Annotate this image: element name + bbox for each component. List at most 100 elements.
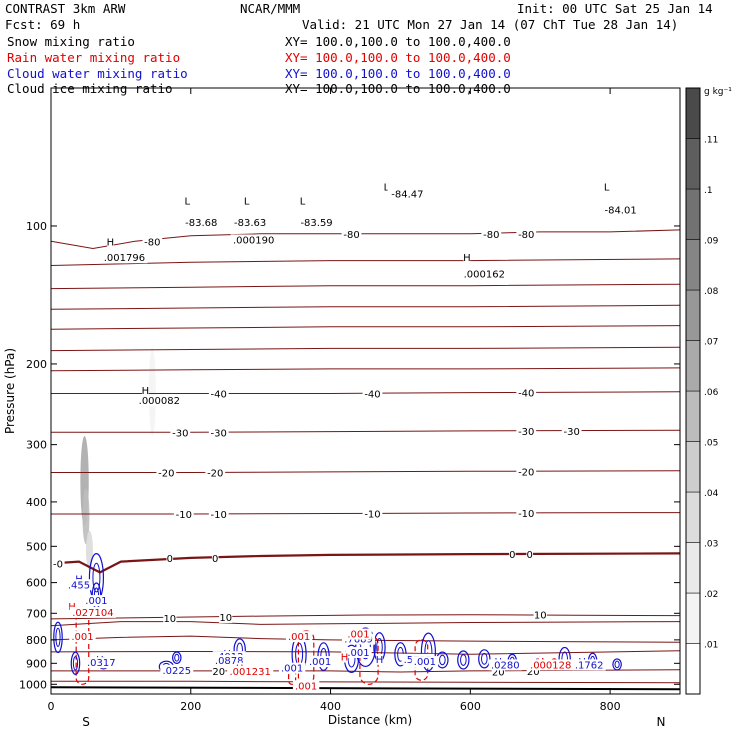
temperature-contour: [50, 283, 681, 290]
colorbar-label: .1: [704, 186, 713, 196]
temperature-contour-label: -10: [364, 510, 380, 521]
temperature-contour-label: -30: [172, 428, 188, 439]
rain-label-bg: [345, 628, 372, 640]
cloud-water-label: .0878: [215, 656, 244, 667]
colorbar-label: .04: [704, 489, 719, 499]
cloud-water-contour-inner: [174, 653, 180, 662]
cloud-water-label-bg: [345, 646, 372, 658]
extremum-label-bg: [461, 268, 508, 280]
extremum-label: .000190: [233, 235, 274, 246]
temperature-contour-label-bg: [212, 665, 226, 677]
colorbar-segment: [685, 643, 701, 695]
extremum-label-bg: [183, 195, 191, 207]
colorbar-segment: [685, 390, 701, 442]
cloud-water-contour-inner: [439, 654, 446, 666]
temperature-contour-label-bg: [526, 549, 534, 561]
cloud-water-contour-inner: [92, 562, 101, 593]
x-tick-label: 400: [320, 700, 341, 713]
temperature-contour-label-bg: [208, 388, 229, 400]
cloud-water-label: .001: [85, 596, 107, 607]
temperature-contour-label: -40: [364, 389, 380, 400]
cloud-water-label: .455: [68, 580, 90, 591]
rain-label: .001: [347, 630, 369, 641]
temperature-contour-label: 0: [167, 554, 173, 565]
temperature-contour-label: -20: [207, 468, 223, 479]
colorbar-label: .09: [704, 237, 719, 247]
cloud-water-contour: [53, 621, 63, 654]
cloud-water-contour: [436, 651, 449, 669]
temperature-contour-label-bg: [508, 549, 516, 561]
colorbar-frame: [685, 87, 701, 695]
cloud-water-label-bg: [376, 653, 383, 665]
field-name-snow: Snow mixing ratio: [7, 34, 135, 49]
y-tick-label: 900: [26, 657, 47, 670]
extremum-label-bg: [107, 236, 114, 248]
temperature-contour-label-bg: [516, 387, 537, 399]
snow-shading: [85, 530, 93, 570]
cloud-water-label: .0317: [87, 658, 116, 669]
cloud-water-label-bg: [411, 656, 439, 668]
temperature-contour-label: -40: [518, 389, 534, 400]
temperature-contour: [50, 552, 681, 574]
rain-label: H: [341, 653, 349, 664]
temperature-contour-label-bg: [51, 558, 65, 570]
cloud-water-label-bg: [212, 654, 246, 666]
temperature-contour-label: -80: [144, 237, 160, 248]
temperature-contour-label: -20: [158, 468, 174, 479]
cloud-water-label: .7689: [344, 635, 373, 646]
cloud-water-label-bg: [572, 659, 606, 671]
temperature-contour-label: -30: [564, 427, 580, 438]
extremum-label-bg: [136, 395, 183, 407]
extremum-label: L: [300, 197, 306, 208]
ground-line: [50, 686, 681, 691]
extremum-label-bg: [101, 252, 148, 264]
rain-contour: [297, 630, 315, 685]
fcst-text: Fcst: 69 h: [5, 17, 81, 32]
y-axis-label: Pressure (hPa): [3, 348, 17, 434]
field-xy-cloud-water: XY= 100.0,100.0 to 100.0,400.0: [285, 66, 511, 81]
temperature-contour-label: 10: [163, 614, 176, 625]
cloud-water-label-bg: [75, 573, 83, 585]
temperature-contour-label-bg: [170, 427, 191, 439]
temperature-contour-label-bg: [561, 425, 582, 437]
field-name-cloud-water: Cloud water mixing ratio: [7, 66, 188, 81]
colorbar-label: .03: [704, 540, 718, 550]
temperature-contour-label-bg: [362, 508, 383, 520]
y-tick-label: 800: [26, 634, 47, 647]
cloud-water-contour-inner: [72, 656, 79, 671]
temperature-contour-label-bg: [142, 236, 163, 248]
rain-label: .001231: [230, 667, 271, 678]
field-name-rain: Rain water mixing ratio: [7, 50, 181, 65]
cloud-water-label: .0280: [491, 660, 520, 671]
temperature-contour-label-bg: [205, 467, 226, 479]
extremum-label: H: [142, 386, 150, 397]
field-xy-snow: XY= 100.0,100.0 to 100.0,400.0: [285, 34, 511, 49]
extremum-label: .001796: [104, 253, 145, 264]
temperature-contour: [50, 229, 681, 250]
temperature-contour-label: -10: [518, 509, 534, 520]
cloud-water-label-bg: [65, 579, 93, 591]
temperature-contour: [50, 258, 681, 266]
title-text: CONTRAST 3km ARW: [5, 1, 126, 16]
colorbar-label: .05: [704, 439, 718, 449]
temperature-contour-label: -80: [343, 230, 359, 241]
extremum-label-bg: [387, 188, 428, 200]
extremum-label: H: [463, 253, 471, 264]
temperature-contour-label-bg: [481, 228, 502, 240]
extremum-label-bg: [230, 234, 277, 246]
rain-label: .027104: [72, 608, 113, 619]
temperature-contour-label-bg: [526, 666, 540, 678]
temperature-contour-label-bg: [341, 228, 362, 240]
temperature-contour-label-bg: [516, 466, 537, 478]
temperature-contour-label: 10: [219, 613, 232, 624]
temperature-contour-label-bg: [491, 666, 505, 678]
temperature-contour-label-bg: [166, 552, 174, 564]
extremum-label: -83.68: [185, 218, 217, 229]
cloud-water-label-bg: [83, 595, 110, 607]
colorbar-label: .07: [704, 338, 718, 348]
temperature-contour-label: 0: [509, 550, 515, 561]
temperature-contour: [51, 512, 681, 515]
temperature-contour-label-bg: [362, 388, 383, 400]
colorbar-segment: [685, 592, 701, 644]
extremum-label: L: [244, 197, 250, 208]
